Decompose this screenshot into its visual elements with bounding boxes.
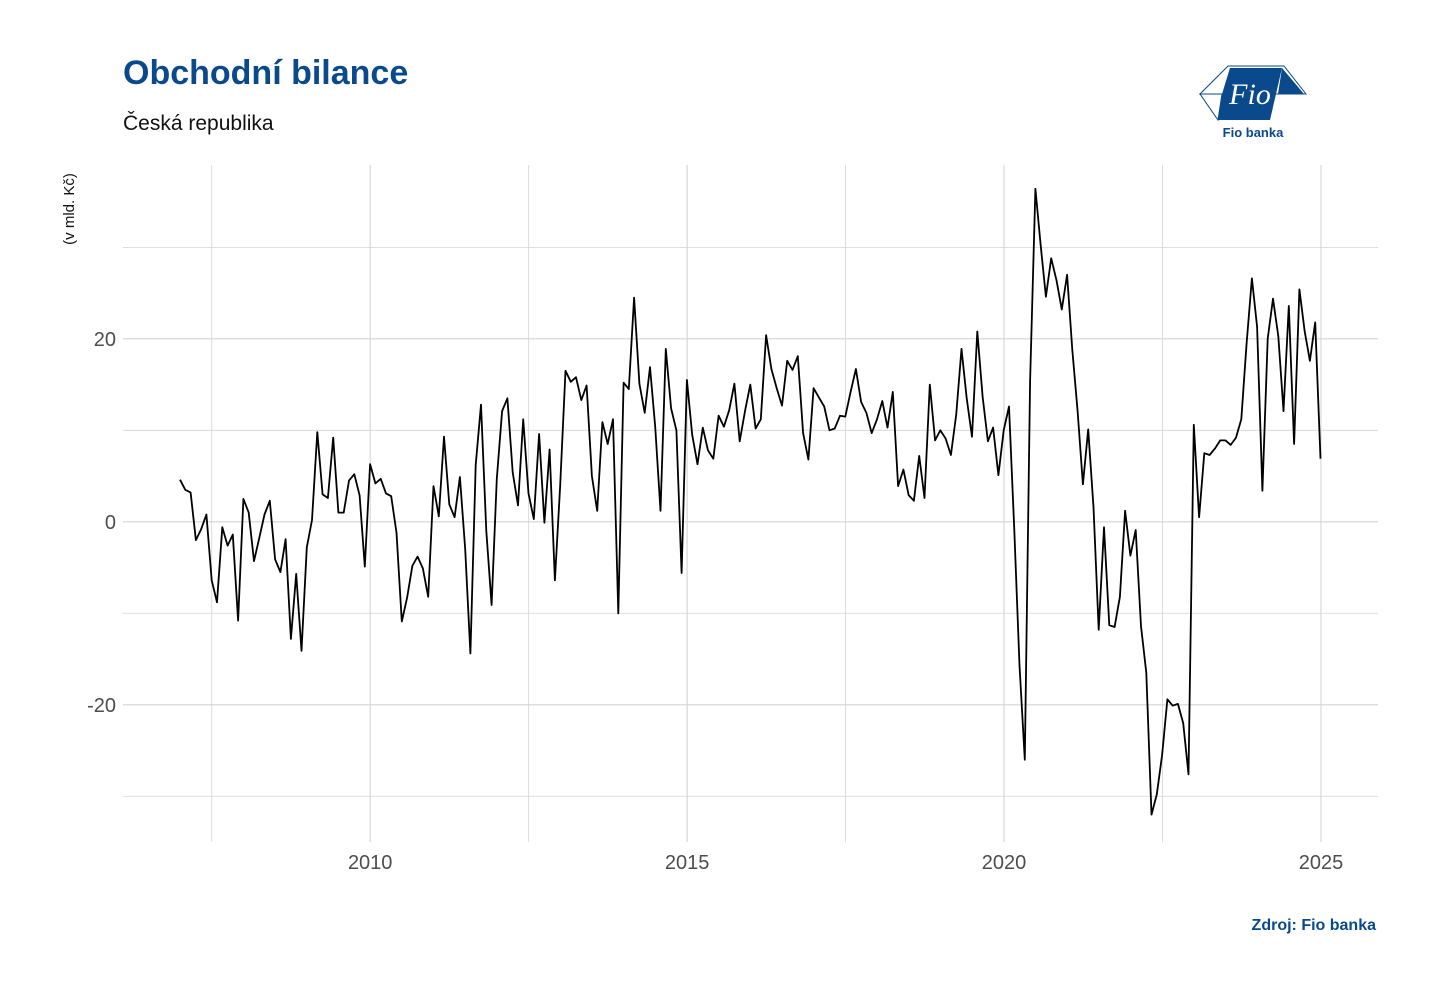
x-tick-label: 2020 (982, 852, 1027, 874)
chart-subtitle: Česká republika (123, 112, 274, 135)
y-tick-label: -20 (87, 695, 116, 717)
trade-balance-line (179, 187, 1322, 816)
source-note: Zdroj: Fio banka (1251, 917, 1376, 934)
logo-caption: Fio banka (1222, 125, 1284, 140)
y-tick-label: 20 (94, 329, 116, 351)
x-tick-labels: 2010 2015 2020 2025 (348, 852, 1343, 874)
series-layer (179, 187, 1322, 816)
logo-text: Fio (1228, 78, 1271, 111)
grid-lines (123, 165, 1378, 842)
x-tick-label: 2010 (348, 852, 393, 874)
x-tick-label: 2015 (665, 852, 710, 874)
x-tick-label: 2025 (1299, 852, 1344, 874)
y-tick-labels: -20 0 20 (87, 329, 116, 717)
y-axis-label: (v mld. Kč) (61, 173, 78, 245)
fio-logo-icon: Fio (1198, 65, 1308, 122)
y-tick-label: 0 (105, 512, 116, 534)
chart-title: Obchodní bilance (123, 54, 409, 92)
